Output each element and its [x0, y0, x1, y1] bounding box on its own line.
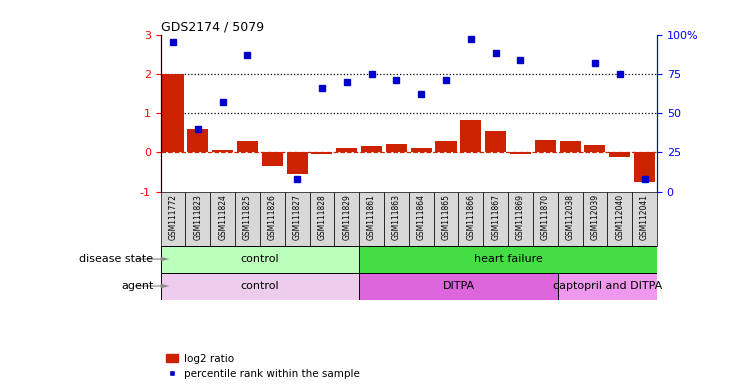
Bar: [334, 192, 359, 245]
Text: captopril and DITPA: captopril and DITPA: [553, 281, 662, 291]
Bar: [632, 192, 657, 245]
Text: heart failure: heart failure: [474, 254, 542, 264]
Bar: [310, 192, 334, 245]
Text: control: control: [241, 281, 279, 291]
Bar: [434, 192, 458, 245]
Bar: [508, 192, 533, 245]
Text: GSM111828: GSM111828: [318, 194, 326, 240]
Text: GSM111866: GSM111866: [466, 194, 475, 240]
Bar: [161, 245, 359, 273]
Bar: [285, 192, 310, 245]
Bar: [436, 141, 456, 152]
Text: GSM111864: GSM111864: [417, 194, 426, 240]
Bar: [409, 192, 434, 245]
Bar: [533, 192, 558, 245]
Bar: [237, 141, 258, 152]
Text: GSM111823: GSM111823: [193, 194, 202, 240]
Bar: [560, 141, 580, 152]
Bar: [260, 192, 285, 245]
Text: agent: agent: [121, 281, 153, 291]
Text: GSM111863: GSM111863: [392, 194, 401, 240]
Text: GSM111867: GSM111867: [491, 194, 500, 240]
Bar: [359, 245, 657, 273]
Bar: [212, 151, 233, 152]
Bar: [411, 148, 431, 152]
Text: GSM112040: GSM112040: [615, 194, 624, 240]
Text: GSM111870: GSM111870: [541, 194, 550, 240]
Bar: [485, 131, 506, 152]
Bar: [210, 192, 235, 245]
Bar: [359, 273, 558, 300]
Text: GSM112038: GSM112038: [566, 194, 575, 240]
Bar: [359, 192, 384, 245]
Text: GDS2174 / 5079: GDS2174 / 5079: [161, 20, 264, 33]
Bar: [161, 273, 359, 300]
Bar: [361, 146, 382, 152]
Text: GSM111827: GSM111827: [293, 194, 301, 240]
Bar: [386, 144, 407, 152]
Bar: [262, 152, 283, 166]
Text: GSM111825: GSM111825: [243, 194, 252, 240]
Bar: [535, 140, 556, 152]
Bar: [483, 192, 508, 245]
Bar: [461, 120, 481, 152]
Text: GSM111865: GSM111865: [442, 194, 450, 240]
Text: GSM112039: GSM112039: [591, 194, 599, 240]
Bar: [510, 152, 531, 154]
Text: GSM111869: GSM111869: [516, 194, 525, 240]
Bar: [287, 152, 307, 174]
Text: disease state: disease state: [79, 254, 153, 264]
Bar: [188, 129, 208, 152]
Bar: [185, 192, 210, 245]
Legend: log2 ratio, percentile rank within the sample: log2 ratio, percentile rank within the s…: [166, 354, 359, 379]
Bar: [607, 192, 632, 245]
Bar: [337, 148, 357, 152]
Bar: [558, 273, 657, 300]
Bar: [312, 152, 332, 154]
Text: GSM111772: GSM111772: [169, 194, 177, 240]
Text: control: control: [241, 254, 279, 264]
Bar: [384, 192, 409, 245]
Bar: [585, 145, 605, 152]
Bar: [161, 192, 185, 245]
Bar: [583, 192, 607, 245]
Text: DITPA: DITPA: [442, 281, 474, 291]
Bar: [163, 74, 183, 152]
Bar: [610, 152, 630, 157]
Text: GSM111861: GSM111861: [367, 194, 376, 240]
Text: GSM112041: GSM112041: [640, 194, 649, 240]
Text: GSM111824: GSM111824: [218, 194, 227, 240]
Bar: [458, 192, 483, 245]
Bar: [235, 192, 260, 245]
Bar: [634, 152, 655, 182]
Bar: [558, 192, 583, 245]
Text: GSM111826: GSM111826: [268, 194, 277, 240]
Text: GSM111829: GSM111829: [342, 194, 351, 240]
